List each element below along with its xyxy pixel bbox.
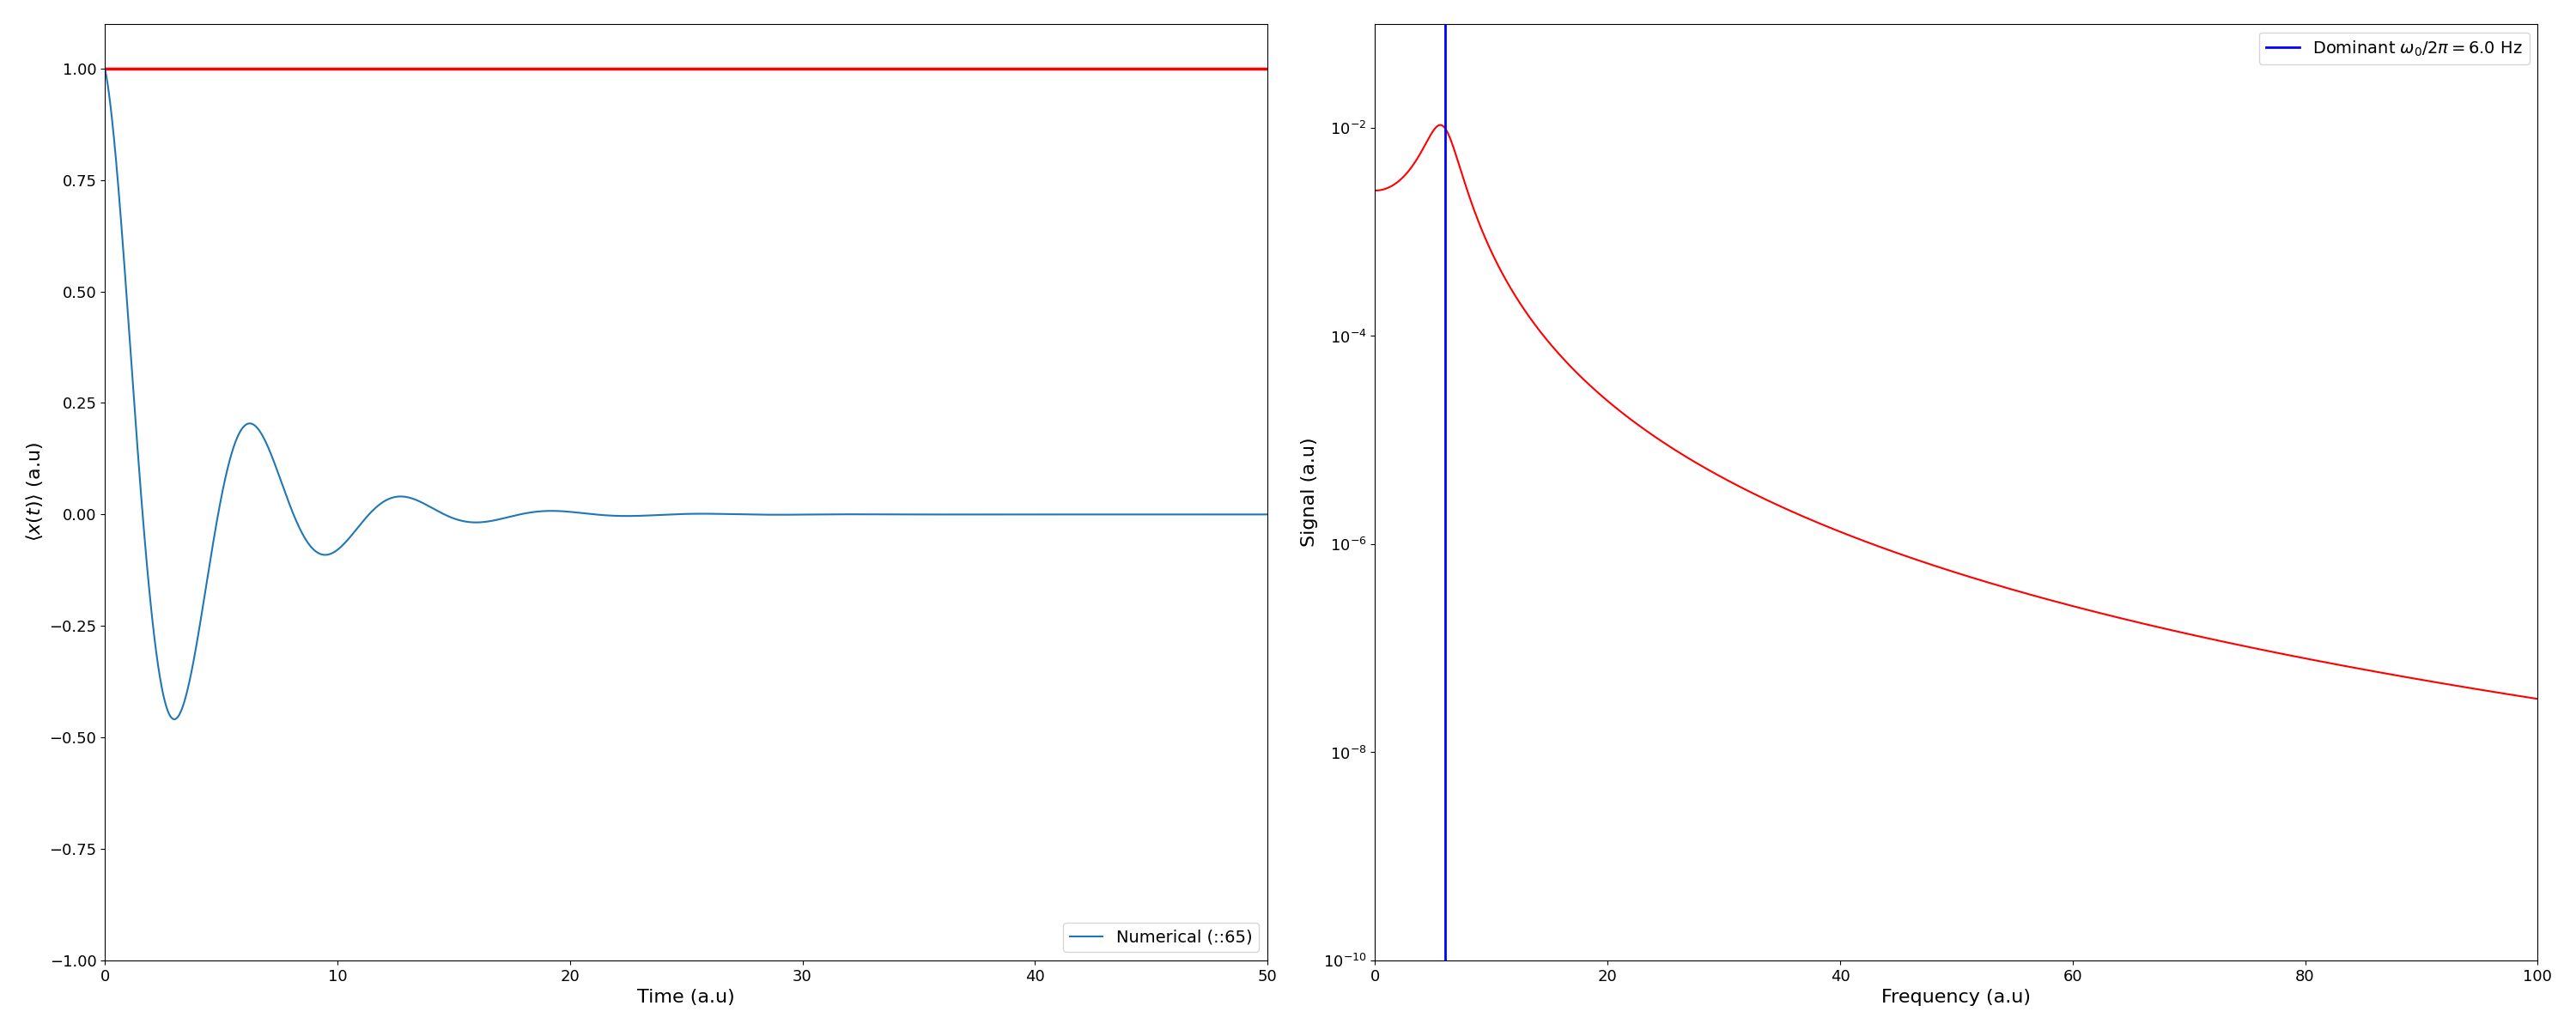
Numerical (::65) xyxy=(90,62,121,74)
Numerical (::65) xyxy=(1046,508,1077,520)
Numerical (::65) xyxy=(845,508,876,520)
Numerical (::65) xyxy=(301,546,332,558)
Numerical (::65) xyxy=(786,509,817,521)
Y-axis label: $\langle x(t)\rangle$ (a.u): $\langle x(t)\rangle$ (a.u) xyxy=(23,443,44,542)
Legend: Numerical (::65): Numerical (::65) xyxy=(1064,923,1260,952)
Y-axis label: Signal (a.u): Signal (a.u) xyxy=(1301,438,1319,547)
Numerical (::65) xyxy=(1252,508,1283,520)
Numerical (::65) xyxy=(160,713,191,725)
Numerical (::65) xyxy=(533,505,564,517)
X-axis label: Time (a.u): Time (a.u) xyxy=(636,989,734,1006)
X-axis label: Frequency (a.u): Frequency (a.u) xyxy=(1880,989,2030,1006)
Line: Numerical (::65): Numerical (::65) xyxy=(106,68,1267,719)
Legend: Dominant $\omega_0/2\pi = 6.0$ Hz: Dominant $\omega_0/2\pi = 6.0$ Hz xyxy=(2259,32,2530,65)
Numerical (::65) xyxy=(958,508,989,520)
